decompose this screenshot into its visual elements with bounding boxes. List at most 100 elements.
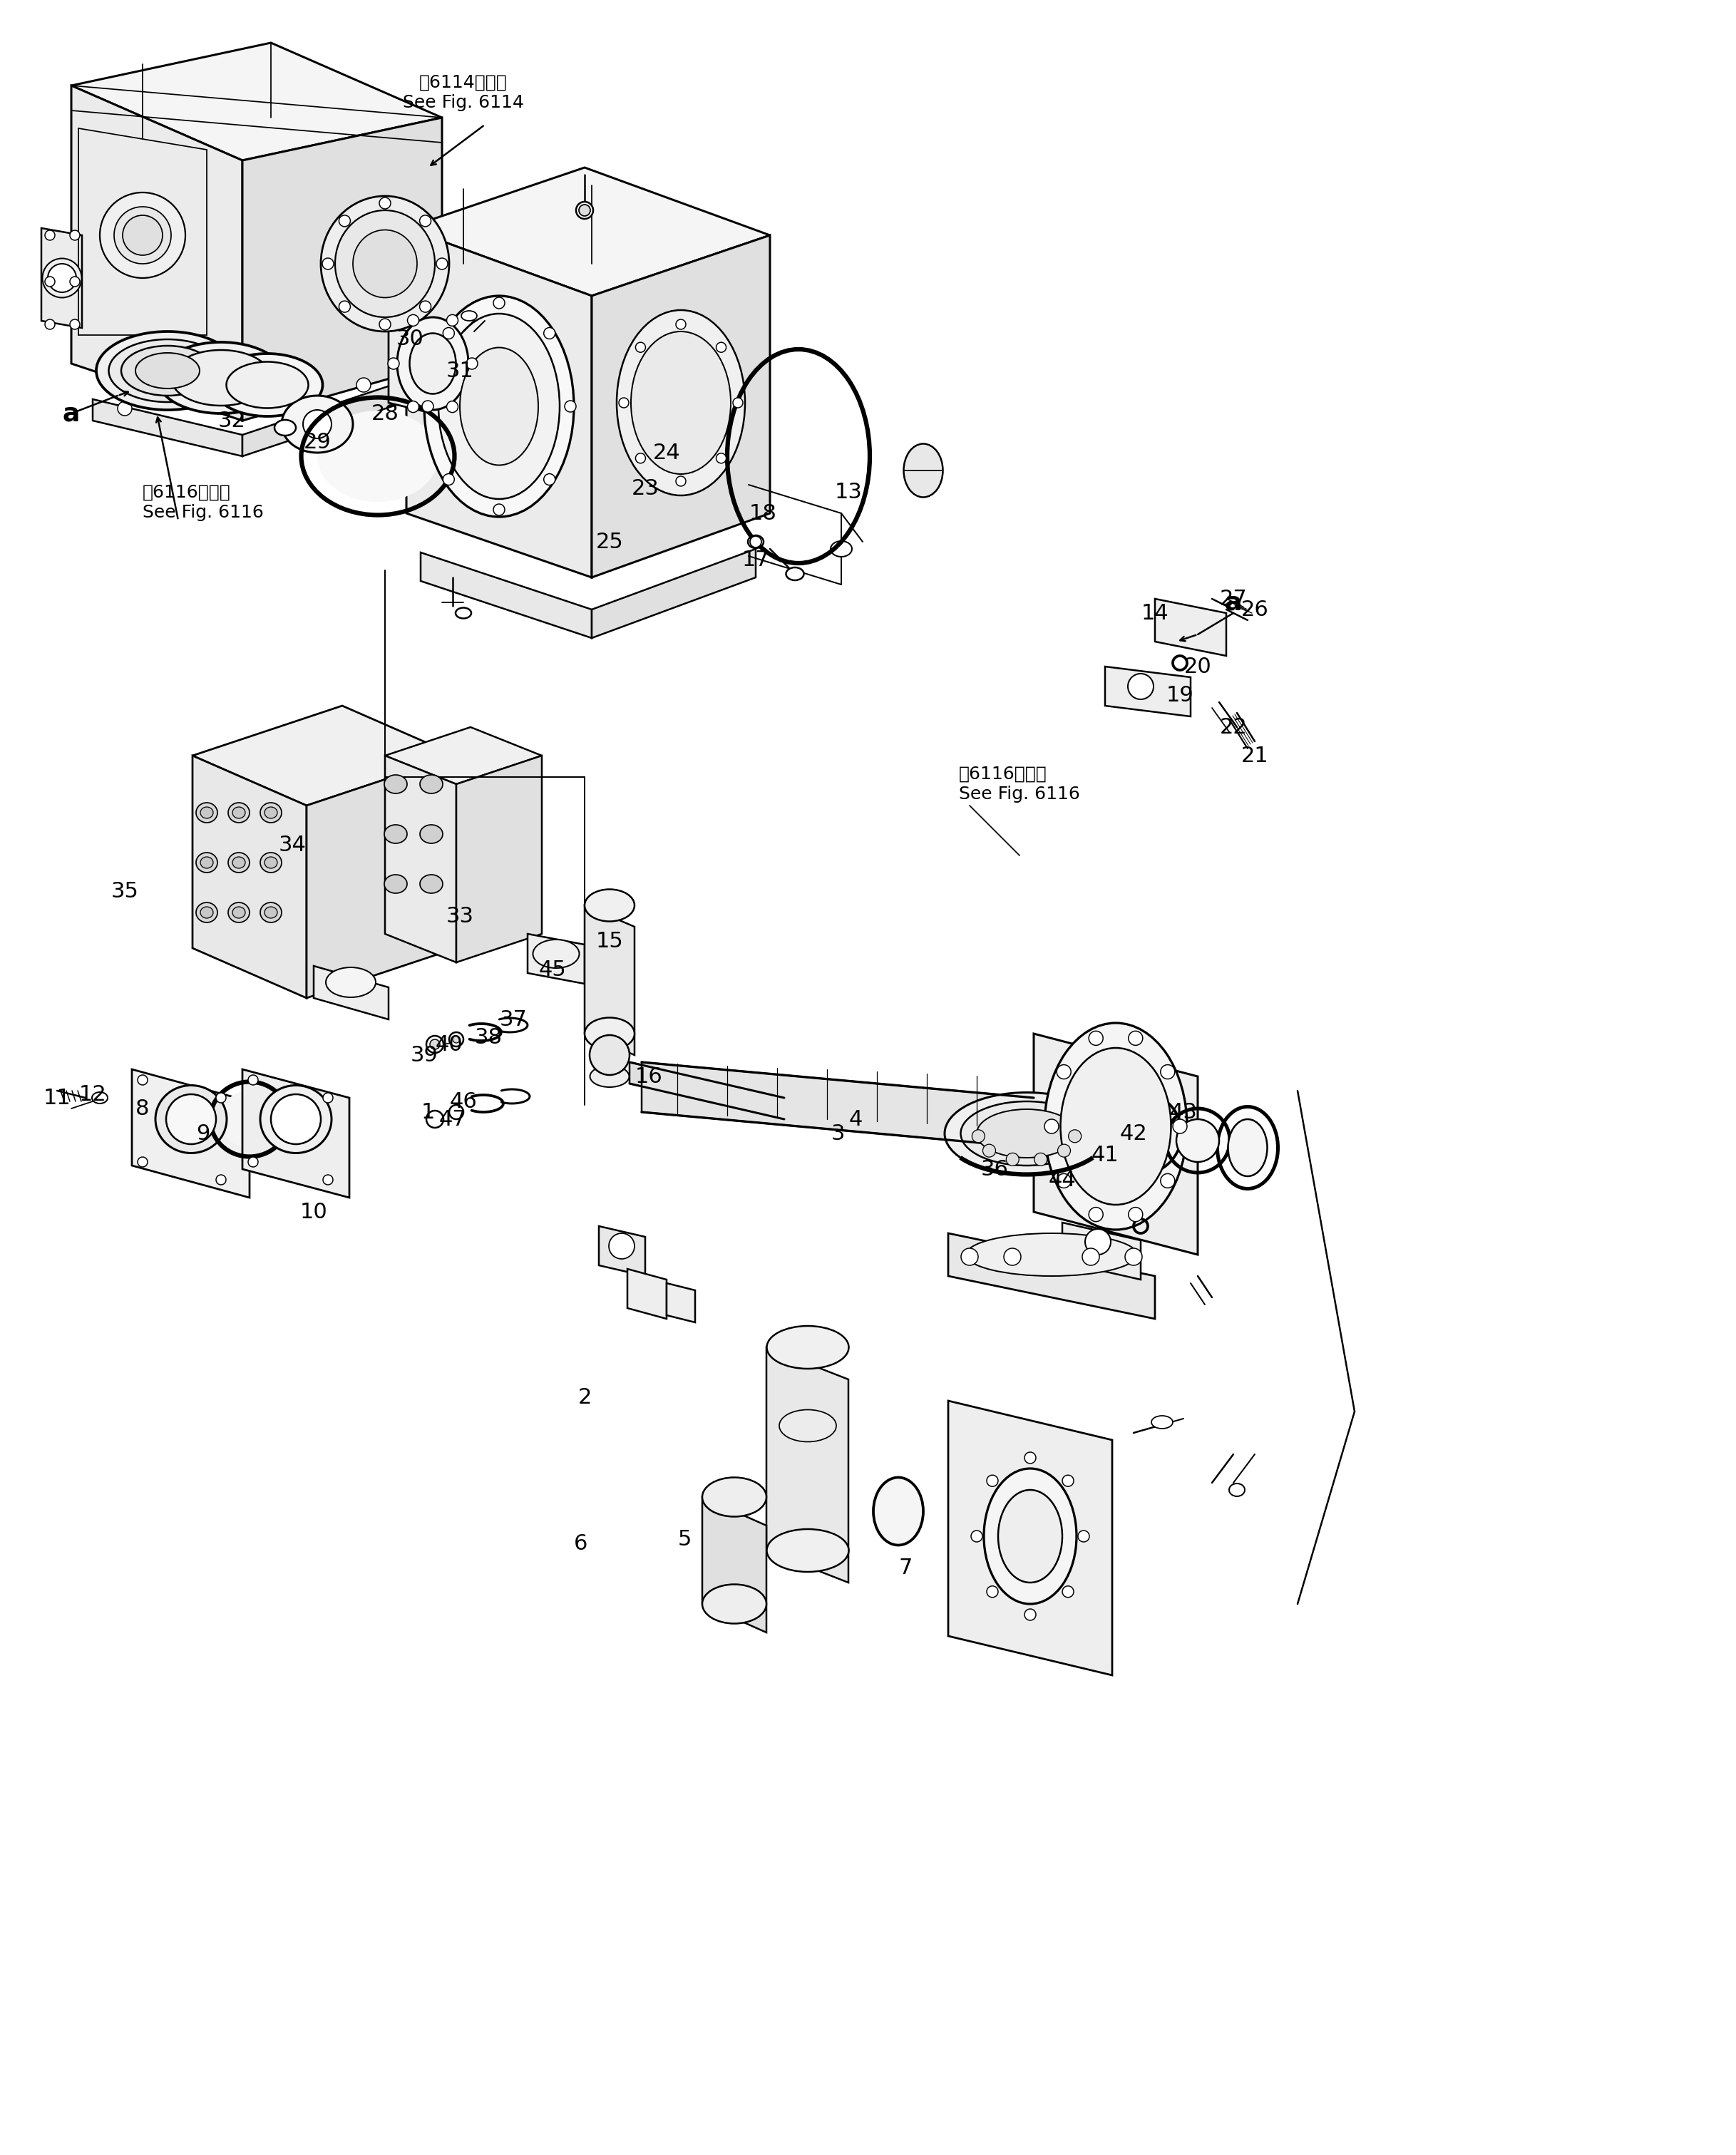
Circle shape	[446, 401, 458, 412]
Ellipse shape	[156, 1086, 227, 1153]
Circle shape	[123, 216, 163, 254]
Circle shape	[1078, 1530, 1090, 1543]
Polygon shape	[1154, 599, 1226, 655]
Polygon shape	[420, 552, 592, 638]
Ellipse shape	[420, 825, 443, 843]
Circle shape	[1045, 1118, 1059, 1134]
Polygon shape	[642, 1062, 1033, 1149]
Text: a: a	[62, 401, 80, 425]
Ellipse shape	[873, 1478, 924, 1545]
Ellipse shape	[398, 317, 469, 409]
Text: 31: 31	[446, 360, 474, 381]
Text: 35: 35	[111, 881, 139, 901]
Circle shape	[972, 1129, 984, 1142]
Text: 第6116図参照
See Fig. 6116: 第6116図参照 See Fig. 6116	[958, 765, 1080, 802]
Text: a: a	[1224, 590, 1241, 614]
Ellipse shape	[227, 853, 250, 873]
Ellipse shape	[196, 903, 217, 922]
Circle shape	[118, 401, 132, 416]
Text: 32: 32	[217, 409, 245, 431]
Circle shape	[493, 504, 505, 515]
Circle shape	[420, 302, 431, 312]
Circle shape	[443, 328, 455, 338]
Circle shape	[450, 1106, 464, 1118]
Text: 14: 14	[1141, 603, 1168, 623]
Polygon shape	[193, 756, 307, 998]
Ellipse shape	[212, 353, 323, 416]
Ellipse shape	[533, 940, 580, 968]
Circle shape	[1057, 1065, 1071, 1080]
Text: 7: 7	[899, 1558, 913, 1580]
Text: 16: 16	[635, 1067, 663, 1086]
Polygon shape	[314, 965, 389, 1019]
Circle shape	[962, 1248, 977, 1265]
Circle shape	[408, 401, 418, 412]
Ellipse shape	[196, 853, 217, 873]
Ellipse shape	[462, 310, 477, 321]
Circle shape	[1062, 1474, 1073, 1487]
Ellipse shape	[420, 875, 443, 892]
Polygon shape	[406, 228, 592, 578]
Ellipse shape	[585, 1017, 635, 1049]
Ellipse shape	[92, 1093, 108, 1103]
Polygon shape	[71, 43, 443, 159]
Ellipse shape	[274, 420, 295, 435]
Ellipse shape	[384, 825, 406, 843]
Text: 34: 34	[278, 834, 306, 856]
Circle shape	[248, 1157, 259, 1168]
Circle shape	[137, 1075, 148, 1084]
Polygon shape	[385, 756, 457, 963]
Circle shape	[733, 399, 743, 407]
Ellipse shape	[227, 802, 250, 823]
Ellipse shape	[585, 890, 635, 922]
Polygon shape	[92, 399, 243, 457]
Ellipse shape	[326, 968, 375, 998]
Ellipse shape	[172, 349, 271, 405]
Circle shape	[543, 328, 556, 338]
Circle shape	[675, 319, 686, 330]
Polygon shape	[592, 550, 755, 638]
Ellipse shape	[95, 332, 240, 409]
Ellipse shape	[99, 192, 186, 278]
Polygon shape	[599, 1226, 646, 1276]
Polygon shape	[193, 705, 457, 806]
Text: 23: 23	[632, 478, 660, 498]
Ellipse shape	[42, 259, 82, 297]
Circle shape	[167, 1095, 215, 1144]
Circle shape	[1024, 1610, 1036, 1621]
Text: 21: 21	[1241, 746, 1269, 765]
Text: 3: 3	[832, 1123, 845, 1144]
Ellipse shape	[260, 853, 281, 873]
Polygon shape	[406, 168, 771, 295]
Ellipse shape	[321, 196, 450, 332]
Text: 30: 30	[396, 328, 424, 349]
Circle shape	[578, 205, 590, 216]
Circle shape	[717, 453, 726, 463]
Polygon shape	[627, 1269, 667, 1319]
Circle shape	[45, 231, 56, 239]
Ellipse shape	[630, 332, 731, 474]
Polygon shape	[1033, 1034, 1198, 1254]
Circle shape	[69, 319, 80, 330]
Circle shape	[590, 1034, 630, 1075]
Circle shape	[387, 358, 399, 369]
Text: 38: 38	[474, 1028, 502, 1047]
Polygon shape	[243, 377, 413, 457]
Ellipse shape	[318, 412, 439, 502]
Circle shape	[983, 1144, 996, 1157]
Text: 37: 37	[500, 1009, 528, 1030]
Ellipse shape	[977, 1110, 1076, 1157]
Ellipse shape	[384, 776, 406, 793]
Ellipse shape	[420, 776, 443, 793]
Ellipse shape	[109, 338, 226, 403]
Circle shape	[1035, 1153, 1047, 1166]
Circle shape	[635, 453, 646, 463]
Circle shape	[408, 315, 418, 325]
Text: 1: 1	[420, 1101, 434, 1123]
Circle shape	[1085, 1228, 1111, 1254]
Ellipse shape	[460, 347, 538, 465]
Circle shape	[453, 1037, 460, 1043]
Ellipse shape	[786, 567, 804, 580]
Text: 39: 39	[410, 1045, 437, 1065]
Circle shape	[1088, 1207, 1102, 1222]
